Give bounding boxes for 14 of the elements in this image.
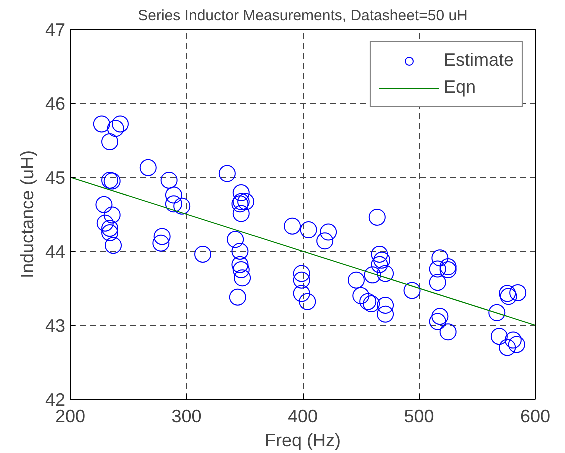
y-tick-label: 45 <box>45 168 66 188</box>
x-tick-label: 400 <box>288 406 318 426</box>
legend-label: Eqn <box>444 77 476 98</box>
y-tick-label: 46 <box>45 94 66 114</box>
y-axis-title: Inductance (uH) <box>17 150 38 279</box>
x-tick-label: 600 <box>520 406 551 426</box>
y-tick-label: 47 <box>45 20 66 40</box>
x-tick-label: 300 <box>172 406 202 426</box>
chart-title: Series Inductor Measurements, Datasheet=50 uH <box>138 8 468 24</box>
x-axis-title: Freq (Hz) <box>265 430 341 450</box>
y-tick-label: 43 <box>45 316 66 336</box>
y-tick-label: 44 <box>45 242 66 262</box>
x-tick-label: 500 <box>404 406 434 426</box>
legend-label: Estimate <box>444 50 514 71</box>
